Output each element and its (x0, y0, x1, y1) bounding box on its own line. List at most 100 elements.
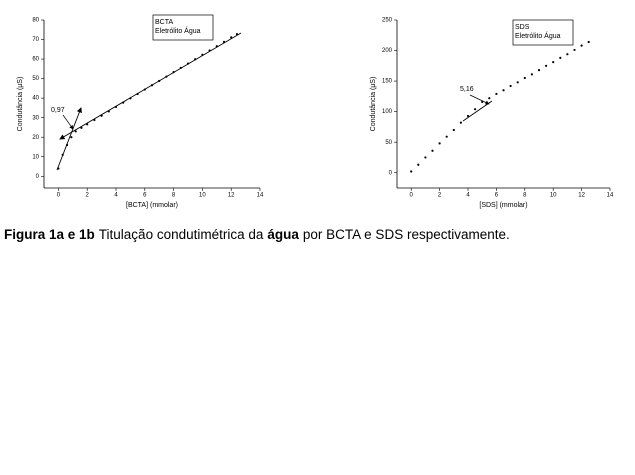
legend-text: SDS (515, 24, 530, 31)
data-point (523, 76, 526, 80)
y-tick-label: 50 (385, 140, 392, 146)
data-point (143, 88, 146, 91)
x-tick-label: 14 (607, 193, 614, 199)
x-tick-label: 14 (257, 193, 264, 199)
data-point (114, 105, 118, 109)
data-point (230, 36, 233, 39)
legend-box (512, 19, 574, 46)
x-axis-title: [SDS] (mmolar) (479, 202, 527, 209)
data-point (80, 126, 83, 129)
y-tick-label: 0 (389, 170, 393, 176)
data-point (552, 61, 555, 64)
data-point (215, 45, 218, 48)
y-tick-label: 70 (32, 37, 39, 43)
y-tick-label: 80 (32, 18, 39, 24)
data-point (150, 84, 154, 87)
data-point (70, 136, 73, 139)
data-point (545, 64, 548, 67)
data-point (179, 66, 182, 69)
x-tick-label: 4 (466, 193, 470, 199)
fit-line (59, 32, 242, 140)
caption-part: Titulação condutimétrica da (98, 227, 264, 242)
data-point (580, 44, 583, 47)
data-point (86, 123, 89, 126)
data-point (502, 89, 505, 92)
caption: Figura 1a e 1b Titulação condutimétrica d… (4, 227, 514, 242)
data-point (107, 110, 110, 113)
data-point (481, 100, 484, 103)
y-tick-label: 40 (32, 96, 39, 102)
data-point (65, 143, 69, 147)
data-point (587, 40, 590, 44)
data-point (194, 58, 197, 61)
data-point (516, 81, 519, 84)
y-tick-label: 100 (382, 109, 393, 115)
x-tick-label: 6 (143, 193, 147, 199)
data-point (559, 56, 562, 59)
data-point (417, 163, 420, 166)
y-tick-label: 0 (36, 174, 40, 180)
data-point (573, 48, 576, 52)
data-point (172, 71, 175, 74)
fit-line (462, 100, 493, 122)
data-point (136, 92, 139, 96)
data-point (459, 121, 462, 124)
data-point (74, 130, 77, 133)
data-point (186, 62, 190, 65)
x-tick-label: 6 (495, 193, 499, 199)
y-tick-label: 20 (32, 135, 39, 141)
data-point (438, 142, 441, 145)
data-point (466, 114, 470, 118)
data-point (424, 156, 427, 159)
data-point (93, 118, 96, 122)
x-tick-label: 0 (410, 193, 414, 199)
data-point (445, 135, 448, 138)
data-point (208, 49, 211, 52)
data-point (57, 167, 60, 170)
y-tick-label: 250 (382, 18, 393, 24)
data-point (495, 92, 498, 96)
y-tick-label: 30 (32, 115, 39, 121)
data-point (61, 153, 64, 156)
data-point (222, 40, 226, 43)
x-axis-title: [BCTA] (mmolar) (126, 202, 178, 209)
y-axis-title: Condutância (µS) (17, 77, 24, 132)
y-tick-label: 200 (382, 48, 393, 54)
legend-box (152, 14, 214, 41)
legend-text: Eletrólito Água (155, 26, 201, 35)
data-point (474, 108, 477, 111)
data-point (100, 114, 103, 117)
data-point (509, 84, 512, 88)
data-point (122, 101, 125, 104)
data-point (410, 170, 413, 173)
data-point (537, 68, 541, 72)
data-point (530, 73, 534, 76)
x-tick-label: 4 (114, 193, 118, 199)
x-tick-label: 8 (523, 193, 527, 199)
x-tick-label: 2 (438, 193, 442, 199)
data-point (129, 97, 132, 100)
fit-line (56, 107, 82, 171)
y-tick-label: 10 (32, 154, 39, 160)
data-point (158, 79, 161, 83)
data-point (452, 128, 455, 132)
data-point (235, 32, 239, 36)
x-tick-label: 2 (86, 193, 90, 199)
caption-part: Figura 1a e 1b (4, 227, 95, 242)
caption-part: por BCTA e SDS respectivamente. (302, 227, 510, 242)
y-tick-label: 150 (382, 79, 393, 85)
annotation: 0,97 (51, 107, 65, 114)
x-tick-label: 12 (228, 193, 235, 199)
data-point (488, 97, 491, 100)
x-tick-label: 8 (172, 193, 176, 199)
y-axis-title: Condutância (µS) (370, 77, 377, 132)
annotation: 5,16 (460, 86, 474, 93)
caption-part: água (267, 227, 299, 242)
data-point (201, 53, 204, 56)
data-point (165, 75, 168, 78)
legend-text: BCTA (155, 19, 173, 26)
x-tick-label: 10 (550, 193, 557, 199)
annotation-arrow (469, 94, 490, 105)
